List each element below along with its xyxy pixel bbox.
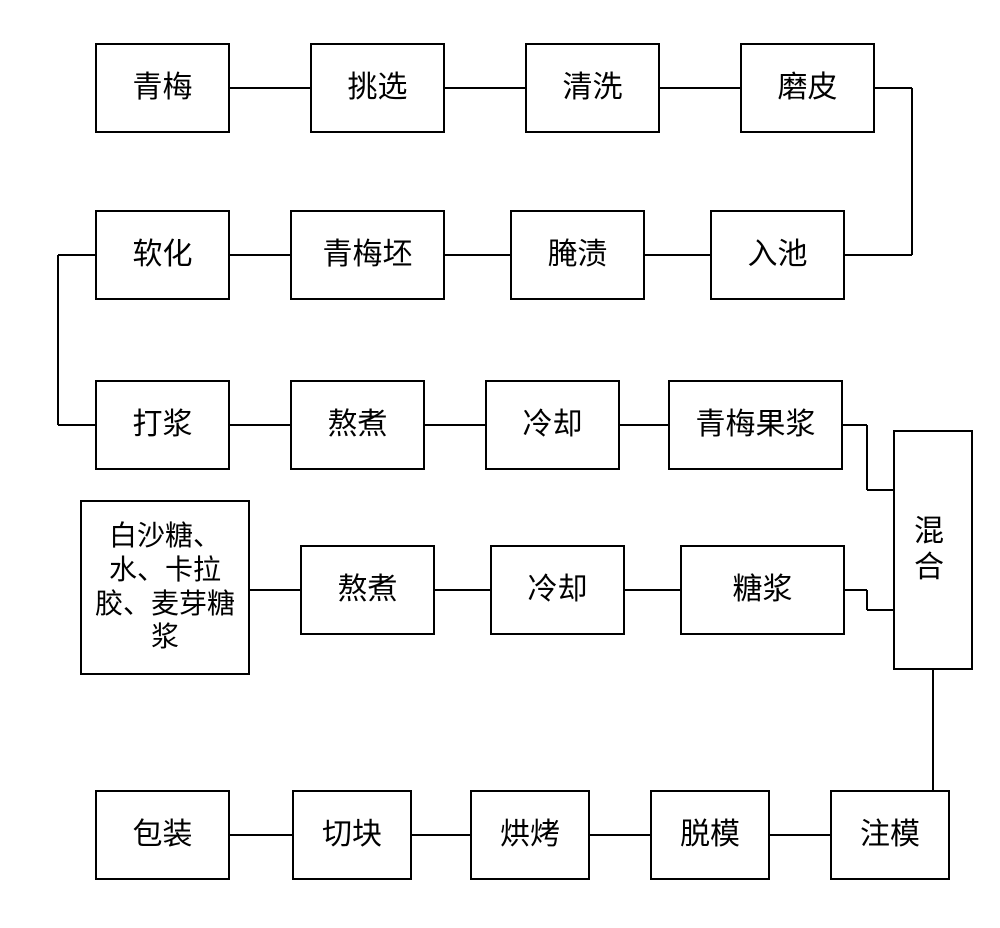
flow-node-n14: 熬煮 — [300, 545, 435, 635]
flow-node-n11: 冷却 — [485, 380, 620, 470]
flow-node-n15: 冷却 — [490, 545, 625, 635]
flow-node-n16: 糖浆 — [680, 545, 845, 635]
flow-node-n9: 打浆 — [95, 380, 230, 470]
flow-node-n5: 软化 — [95, 210, 230, 300]
flow-node-n20: 烘烤 — [470, 790, 590, 880]
flow-node-n21: 脱模 — [650, 790, 770, 880]
flow-node-n6: 青梅坯 — [290, 210, 445, 300]
flow-node-n13: 白沙糖、水、卡拉胶、麦芽糖浆 — [80, 500, 250, 675]
flow-node-n12: 青梅果浆 — [668, 380, 843, 470]
flow-node-n19: 切块 — [292, 790, 412, 880]
flow-node-n2: 挑选 — [310, 43, 445, 133]
flow-node-n4: 磨皮 — [740, 43, 875, 133]
flow-node-n1: 青梅 — [95, 43, 230, 133]
flow-node-n10: 熬煮 — [290, 380, 425, 470]
flow-node-n7: 腌渍 — [510, 210, 645, 300]
flow-node-n8: 入池 — [710, 210, 845, 300]
flow-node-n18: 包装 — [95, 790, 230, 880]
flow-node-n3: 清洗 — [525, 43, 660, 133]
flow-node-n17: 混合 — [893, 430, 973, 670]
flow-node-n22: 注模 — [830, 790, 950, 880]
